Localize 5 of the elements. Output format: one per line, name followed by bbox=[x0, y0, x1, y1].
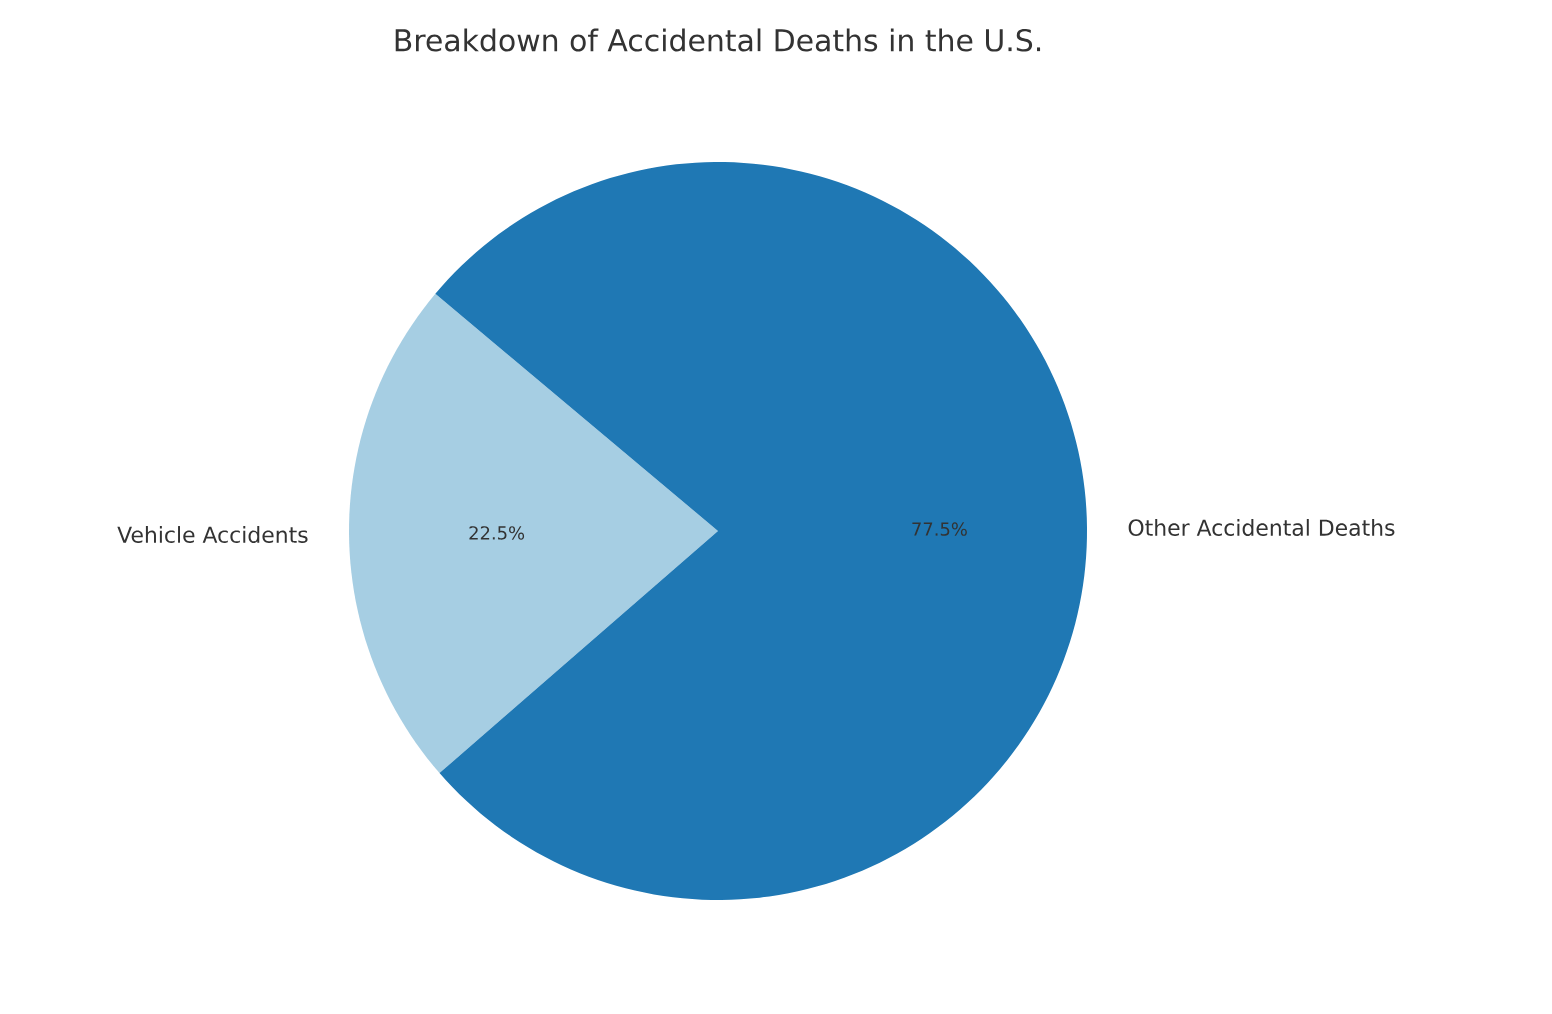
data-label: 22.5% bbox=[469, 526, 525, 540]
slice-label: Vehicle Accidents bbox=[117, 526, 308, 544]
chart-title: Breakdown of Accidental Deaths in the U.S. bbox=[395, 28, 1041, 52]
data-label: 77.5% bbox=[912, 522, 967, 536]
slice-label: Other Accidental Deaths bbox=[1128, 518, 1395, 536]
